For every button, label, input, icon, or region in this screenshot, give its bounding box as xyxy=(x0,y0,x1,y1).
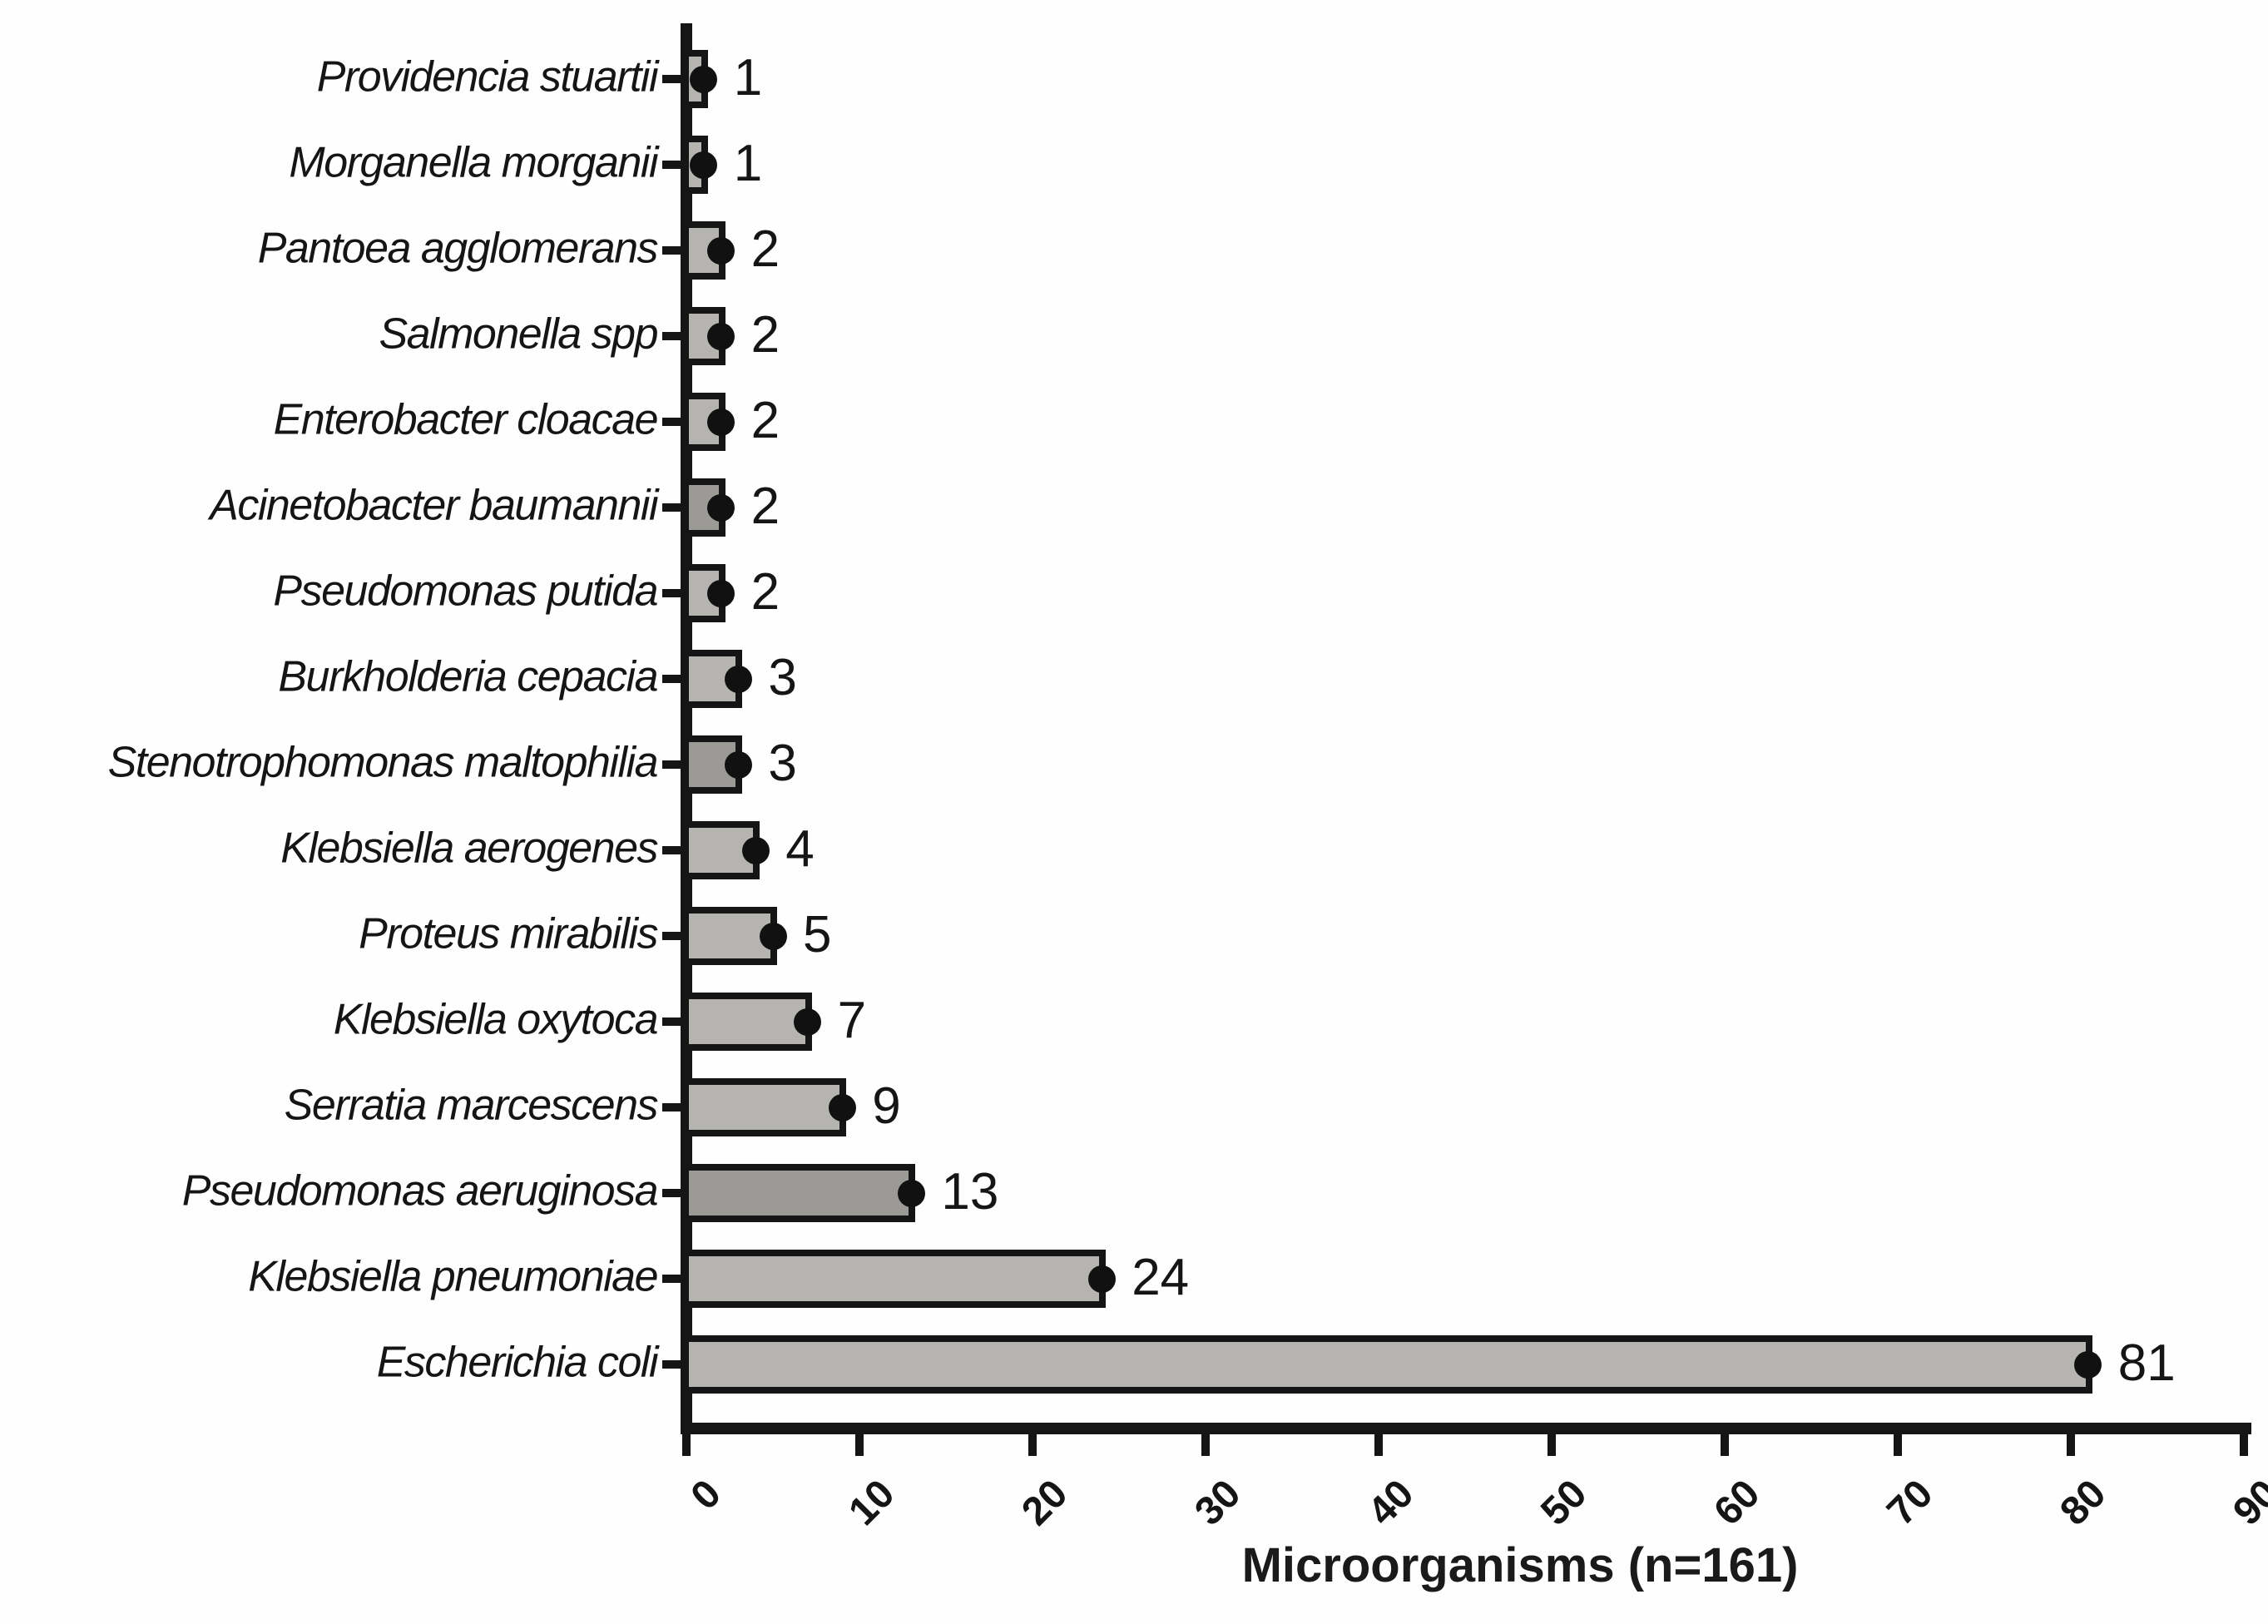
category-tick xyxy=(662,246,681,255)
category-label: Klebsiella aerogenes xyxy=(280,824,658,873)
x-axis-tick xyxy=(1547,1434,1556,1456)
x-axis-tick-label: 40 xyxy=(1359,1471,1423,1534)
category-tick xyxy=(662,846,681,854)
bar xyxy=(682,1250,1107,1308)
category-label: Serratia marcescens xyxy=(284,1081,659,1130)
x-axis-tick xyxy=(1201,1434,1210,1456)
bar-end-marker xyxy=(828,1093,856,1121)
x-axis-tick xyxy=(682,1434,691,1456)
x-axis-tick xyxy=(1028,1434,1037,1456)
value-label: 4 xyxy=(785,820,815,879)
bar-end-marker xyxy=(1087,1265,1116,1293)
x-axis-tick-label: 70 xyxy=(1878,1471,1942,1534)
category-label: Pantoea agglomerans xyxy=(257,224,659,273)
category-label: Morganella morganii xyxy=(289,138,658,187)
x-axis-tick-label: 0 xyxy=(682,1471,730,1519)
category-label: Klebsiella oxytoca xyxy=(333,995,659,1044)
category-label: Pseudomonas aeruginosa xyxy=(181,1166,659,1216)
value-label: 24 xyxy=(1132,1249,1190,1307)
category-tick xyxy=(662,503,681,512)
bar xyxy=(682,993,812,1051)
category-tick xyxy=(662,161,681,169)
value-label: 2 xyxy=(750,478,780,536)
bar-end-marker xyxy=(707,408,735,436)
bar-end-marker xyxy=(707,236,735,265)
value-label: 1 xyxy=(733,49,763,107)
bar-end-marker xyxy=(2074,1350,2102,1379)
category-label: Escherichia coli xyxy=(376,1338,659,1387)
category-tick xyxy=(662,760,681,769)
value-label: 9 xyxy=(872,1077,901,1136)
category-tick xyxy=(662,589,681,597)
category-tick xyxy=(662,1360,681,1369)
bar-end-marker xyxy=(759,922,787,950)
x-axis-title: Microorganisms (n=161) xyxy=(1241,1538,1799,1592)
value-label: 81 xyxy=(2117,1334,2176,1393)
value-label: 2 xyxy=(750,392,780,450)
category-tick xyxy=(662,332,681,340)
x-axis-tick-label: 60 xyxy=(1705,1471,1769,1534)
bar-end-marker xyxy=(897,1179,925,1207)
category-tick xyxy=(662,75,681,83)
x-axis-tick-label: 80 xyxy=(2051,1471,2115,1534)
value-label: 5 xyxy=(803,906,832,964)
x-axis-tick-label: 90 xyxy=(2224,1471,2268,1534)
x-axis-tick xyxy=(1721,1434,1729,1456)
bar-end-marker xyxy=(724,750,752,779)
bar-end-marker xyxy=(741,836,770,864)
category-tick xyxy=(662,418,681,426)
category-tick xyxy=(662,1103,681,1112)
category-label: Enterobacter cloacae xyxy=(273,395,659,444)
bar-end-marker xyxy=(707,579,735,607)
bar-end-marker xyxy=(707,493,735,522)
category-label: Providencia stuartii xyxy=(316,52,659,102)
x-axis-tick xyxy=(2067,1434,2075,1456)
bar-end-marker xyxy=(690,151,718,179)
value-label: 3 xyxy=(768,649,797,707)
bar xyxy=(682,1335,2092,1394)
x-axis-tick-label: 10 xyxy=(839,1471,904,1534)
value-label: 2 xyxy=(750,563,780,621)
x-axis-tick xyxy=(855,1434,864,1456)
x-axis-tick xyxy=(1894,1434,1902,1456)
category-label: Salmonella spp xyxy=(379,309,658,359)
x-axis-tick xyxy=(1374,1434,1383,1456)
bar-end-marker xyxy=(690,65,718,93)
category-tick xyxy=(662,675,681,683)
x-axis-tick-label: 20 xyxy=(1013,1471,1077,1534)
value-label: 3 xyxy=(768,735,797,793)
value-label: 13 xyxy=(941,1163,999,1221)
bar-end-marker xyxy=(707,322,735,350)
x-axis-tick xyxy=(2240,1434,2248,1456)
value-label: 1 xyxy=(733,135,763,193)
bar xyxy=(682,1078,847,1136)
value-label: 2 xyxy=(750,220,780,279)
category-tick xyxy=(662,932,681,940)
x-axis-tick-label: 50 xyxy=(1532,1471,1596,1534)
category-label: Stenotrophomonas maltophilia xyxy=(107,738,659,787)
category-label: Klebsiella pneumoniae xyxy=(248,1252,658,1301)
category-label: Burkholderia cepacia xyxy=(278,652,658,701)
bar-end-marker xyxy=(794,1008,822,1036)
bar xyxy=(682,1164,916,1222)
category-label: Pseudomonas putida xyxy=(273,567,658,616)
bar-end-marker xyxy=(724,665,752,693)
category-tick xyxy=(662,1017,681,1026)
category-label: Acinetobacter baumannii xyxy=(210,481,658,530)
x-axis-line xyxy=(681,1423,2251,1434)
category-tick xyxy=(662,1189,681,1197)
x-axis-tick-label: 30 xyxy=(1186,1471,1250,1534)
value-label: 7 xyxy=(837,992,867,1050)
category-tick xyxy=(662,1275,681,1283)
value-label: 2 xyxy=(750,306,780,364)
category-label: Proteus mirabilis xyxy=(359,909,658,958)
